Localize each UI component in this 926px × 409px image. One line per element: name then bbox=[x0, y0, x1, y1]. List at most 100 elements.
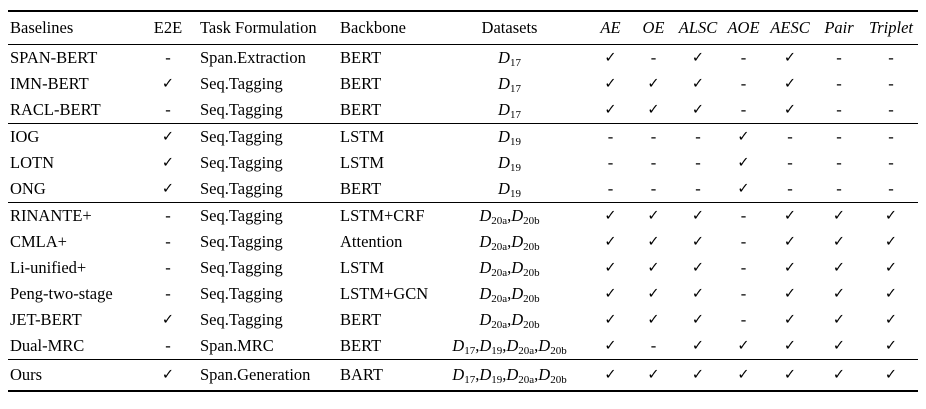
task-mark-cell-oe: ✓ bbox=[647, 311, 660, 328]
col-header-backbone: Backbone bbox=[340, 17, 406, 37]
task-mark-cell-oe: - bbox=[650, 47, 657, 67]
e2e-cell: ✓ bbox=[161, 311, 175, 328]
datasets-cell: D20a,D20b bbox=[479, 309, 540, 331]
task-mark-cell-aoe: ✓ bbox=[737, 154, 750, 171]
dataset-subscript: 20b bbox=[523, 292, 540, 305]
dataset-symbol: D bbox=[511, 257, 524, 277]
table-header: Baselines E2E Task Formulation Backbone … bbox=[8, 11, 918, 45]
e2e-cell: - bbox=[165, 205, 171, 225]
table-row: IOG ✓ Seq.Tagging LSTM D19 - - - ✓ - - - bbox=[8, 124, 918, 151]
task-mark-cell-oe: - bbox=[650, 335, 657, 355]
dataset-symbol: D bbox=[479, 231, 492, 251]
task-mark-cell-alsc: ✓ bbox=[691, 233, 705, 250]
e2e-cell: ✓ bbox=[161, 75, 175, 92]
task-mark-cell-alsc: ✓ bbox=[691, 49, 705, 66]
dataset-subscript: 20a bbox=[518, 373, 535, 386]
task-mark-cell-triplet: ✓ bbox=[884, 233, 898, 250]
baseline-name-cell: Li-unified+ bbox=[10, 257, 87, 277]
task-mark-cell-ae: ✓ bbox=[604, 285, 617, 302]
e2e-cell: ✓ bbox=[161, 128, 175, 145]
baseline-name-cell: Peng-two-stage bbox=[10, 283, 113, 303]
task-mark-cell-pair: - bbox=[836, 47, 842, 67]
group-d20: RINANTE+ - Seq.Tagging LSTM+CRF D20a,D20… bbox=[8, 202, 918, 360]
table-row: RINANTE+ - Seq.Tagging LSTM+CRF D20a,D20… bbox=[8, 203, 918, 230]
task-mark-cell-aoe: - bbox=[740, 257, 747, 277]
dataset-subscript: 20b bbox=[523, 240, 540, 253]
dataset-symbol: D bbox=[452, 335, 465, 355]
task-mark-cell-alsc: - bbox=[695, 152, 701, 172]
dataset-subscript: 19 bbox=[509, 161, 521, 174]
col-header-e2e: E2E bbox=[153, 17, 183, 37]
task-mark-cell-pair: - bbox=[836, 99, 842, 119]
task-mark-cell-ae: ✓ bbox=[604, 101, 617, 118]
task-mark-cell-triplet: - bbox=[888, 99, 894, 119]
dataset-subscript: 20a bbox=[491, 318, 508, 331]
dataset-symbol: D bbox=[479, 283, 492, 303]
dataset-symbol: D bbox=[511, 205, 524, 225]
dataset-subscript: 19 bbox=[491, 344, 503, 357]
group-ours: Ours ✓ Span.Generation BART D17,D19,D20a… bbox=[8, 359, 918, 392]
task-mark-cell-alsc: ✓ bbox=[691, 285, 705, 302]
e2e-cell: - bbox=[165, 257, 171, 277]
task-formulation-cell: Seq.Tagging bbox=[200, 231, 283, 251]
task-mark-cell-aesc: ✓ bbox=[783, 366, 797, 383]
task-mark-cell-ae: - bbox=[607, 178, 614, 198]
task-mark-cell-aoe: - bbox=[740, 205, 747, 225]
baseline-name-cell: RACL-BERT bbox=[10, 99, 101, 119]
e2e-cell: - bbox=[165, 335, 171, 355]
task-formulation-cell: Seq.Tagging bbox=[200, 73, 283, 93]
group-bert-d17: SPAN-BERT - Span.Extraction BERT D17 ✓ -… bbox=[8, 44, 918, 124]
task-formulation-cell: Seq.Tagging bbox=[200, 152, 283, 172]
task-mark-cell-ae: ✓ bbox=[604, 49, 617, 66]
e2e-cell: - bbox=[165, 283, 171, 303]
task-mark-cell-aoe: - bbox=[740, 283, 747, 303]
task-mark-cell-alsc: ✓ bbox=[691, 311, 705, 328]
dataset-subscript: 20a bbox=[518, 344, 535, 357]
task-formulation-cell: Seq.Tagging bbox=[200, 205, 283, 225]
task-mark-cell-aoe: - bbox=[740, 47, 747, 67]
table-row: IMN-BERT ✓ Seq.Tagging BERT D17 ✓ ✓ ✓ - … bbox=[8, 71, 918, 97]
task-mark-cell-pair: ✓ bbox=[832, 311, 846, 328]
task-mark-cell-alsc: ✓ bbox=[691, 207, 705, 224]
dataset-subscript: 17 bbox=[509, 82, 521, 95]
col-header-pair: Pair bbox=[824, 17, 854, 37]
backbone-cell: LSTM bbox=[340, 257, 385, 277]
header-row: Baselines E2E Task Formulation Backbone … bbox=[8, 11, 918, 45]
task-mark-cell-aoe: ✓ bbox=[737, 128, 750, 145]
task-mark-cell-pair: ✓ bbox=[832, 207, 846, 224]
datasets-cell: D17 bbox=[430, 71, 589, 97]
task-mark-cell-ae: ✓ bbox=[604, 366, 617, 383]
dataset-subscript: 17 bbox=[509, 108, 521, 121]
task-mark-cell-triplet: - bbox=[888, 47, 894, 67]
task-mark-cell-oe: ✓ bbox=[647, 366, 660, 383]
task-mark-cell-alsc: - bbox=[695, 178, 701, 198]
task-formulation-cell: Seq.Tagging bbox=[200, 99, 283, 119]
task-mark-cell-aesc: ✓ bbox=[783, 49, 797, 66]
task-mark-cell-pair: ✓ bbox=[832, 337, 846, 354]
dataset-subscript: 19 bbox=[509, 135, 521, 148]
task-mark-cell-alsc: ✓ bbox=[691, 75, 705, 92]
dataset-symbol: D bbox=[498, 99, 510, 119]
backbone-cell: LSTM bbox=[340, 152, 385, 172]
col-header-task-formulation: Task Formulation bbox=[200, 17, 317, 37]
task-mark-cell-aesc: ✓ bbox=[783, 337, 797, 354]
col-header-aesc: AESC bbox=[770, 17, 810, 37]
e2e-cell: ✓ bbox=[161, 154, 175, 171]
task-mark-cell-oe: ✓ bbox=[647, 233, 660, 250]
paper-table-region: Baselines E2E Task Formulation Backbone … bbox=[8, 10, 918, 392]
task-mark-cell-oe: - bbox=[650, 152, 657, 172]
task-mark-cell-alsc: ✓ bbox=[691, 259, 705, 276]
task-mark-cell-triplet: - bbox=[888, 152, 894, 172]
task-mark-cell-aoe: ✓ bbox=[737, 180, 750, 197]
backbone-cell: LSTM+CRF bbox=[340, 205, 425, 225]
e2e-cell: - bbox=[165, 47, 171, 67]
baseline-name-cell: Ours bbox=[10, 364, 43, 384]
task-mark-cell-aoe: ✓ bbox=[737, 337, 750, 354]
task-mark-cell-ae: ✓ bbox=[604, 337, 617, 354]
task-mark-cell-aesc: - bbox=[787, 126, 793, 146]
dataset-subscript: 19 bbox=[509, 187, 521, 200]
dataset-subscript: 20b bbox=[523, 266, 540, 279]
dataset-symbol: D bbox=[538, 364, 551, 384]
dataset-symbol: D bbox=[452, 364, 465, 384]
e2e-cell: ✓ bbox=[161, 366, 175, 383]
